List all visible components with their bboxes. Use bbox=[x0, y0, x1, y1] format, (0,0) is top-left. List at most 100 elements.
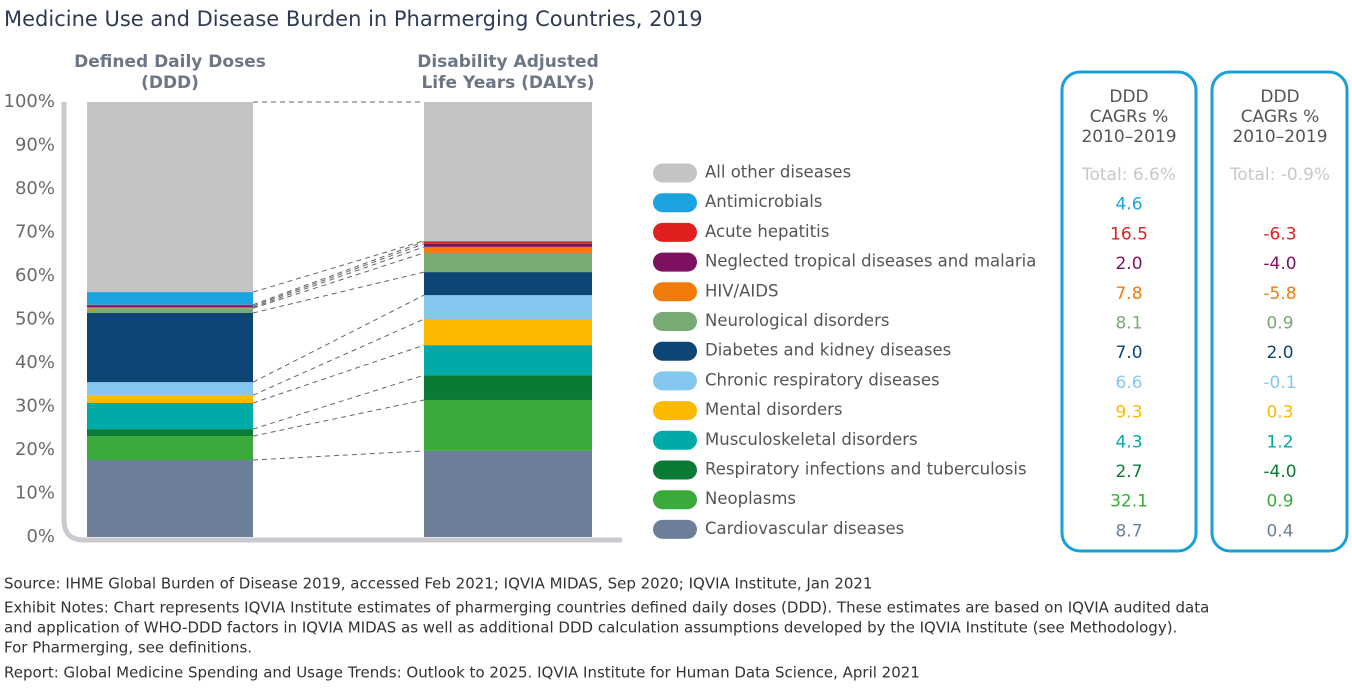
y-tick-label: 100% bbox=[4, 91, 55, 112]
y-tick-label: 80% bbox=[15, 178, 55, 199]
category-label: Defined Daily Doses (DDD) bbox=[74, 52, 266, 93]
connector bbox=[252, 318, 425, 396]
y-tick-label: 90% bbox=[15, 135, 55, 156]
legend-label: Respiratory infections and tuberculosis bbox=[705, 460, 1027, 479]
legend-swatch bbox=[653, 252, 697, 272]
legend-label: Mental disorders bbox=[705, 400, 843, 419]
table-value: 0.9 bbox=[1266, 492, 1293, 512]
legend-label: Chronic respiratory diseases bbox=[705, 370, 940, 389]
table-value: 4.6 bbox=[1115, 195, 1142, 215]
bar-segment bbox=[87, 292, 253, 305]
connector bbox=[252, 374, 425, 430]
y-tick-label: 20% bbox=[15, 439, 55, 460]
table-total: Total: 6.6% bbox=[1081, 165, 1176, 185]
legend-swatch bbox=[653, 401, 697, 421]
connector bbox=[252, 243, 425, 307]
table-value: 7.0 bbox=[1115, 343, 1142, 363]
legend-swatch bbox=[653, 312, 697, 331]
connector bbox=[252, 450, 425, 461]
table-header: DDD bbox=[1109, 87, 1148, 107]
y-tick-label: 60% bbox=[15, 265, 55, 286]
table-value: 7.8 bbox=[1115, 284, 1142, 304]
legend-swatch bbox=[653, 460, 697, 480]
legend-swatch bbox=[653, 163, 697, 183]
bar-segment bbox=[87, 429, 253, 437]
table-value: 2.0 bbox=[1266, 343, 1293, 363]
table-header: 2010–2019 bbox=[1081, 127, 1176, 147]
bar-segment bbox=[424, 252, 592, 273]
bar-segment bbox=[87, 102, 253, 293]
legend-label: Neglected tropical diseases and malaria bbox=[705, 252, 1036, 271]
y-tick-label: 0% bbox=[26, 526, 55, 547]
bar-segment bbox=[424, 399, 592, 451]
bar-segment bbox=[424, 319, 592, 346]
table-value: 2.0 bbox=[1115, 254, 1142, 274]
legend-swatch bbox=[653, 222, 697, 242]
bar-segment bbox=[424, 243, 592, 247]
bar-segment bbox=[424, 295, 592, 320]
table-value: 4.3 bbox=[1115, 432, 1142, 452]
y-tick-label: 10% bbox=[15, 483, 55, 504]
bar-segment bbox=[87, 382, 253, 396]
axis bbox=[61, 102, 622, 543]
bar-segment bbox=[424, 450, 592, 537]
table-header: CAGRs % bbox=[1090, 107, 1169, 127]
legend-label: Diabetes and kidney diseases bbox=[705, 341, 951, 360]
connector bbox=[252, 241, 425, 306]
note: and application of WHO-DDD factors in IQ… bbox=[4, 619, 1177, 637]
table-value: -4.0 bbox=[1263, 462, 1296, 482]
connector bbox=[252, 240, 425, 293]
legend-swatch bbox=[653, 430, 697, 450]
legend-label: All other diseases bbox=[705, 163, 851, 182]
category-label: Disability Adjusted Life Years (DALYs) bbox=[417, 52, 599, 93]
table-header: CAGRs % bbox=[1241, 107, 1320, 127]
table-value: -4.0 bbox=[1263, 254, 1296, 274]
chart-title: Medicine Use and Disease Burden in Pharm… bbox=[4, 7, 703, 31]
y-tick-label: 50% bbox=[15, 309, 55, 330]
legend-swatch bbox=[653, 282, 697, 302]
legend-label: Acute hepatitis bbox=[705, 222, 829, 241]
bar-segment bbox=[424, 375, 592, 400]
legend-label: Musculoskeletal disorders bbox=[705, 430, 918, 449]
y-tick-label: 30% bbox=[15, 396, 55, 417]
table-header: DDD bbox=[1260, 87, 1299, 107]
table-value: -0.1 bbox=[1263, 373, 1296, 393]
bar-segment bbox=[87, 460, 253, 537]
table-value: 2.7 bbox=[1115, 462, 1142, 482]
legend-label: Neoplasms bbox=[705, 489, 796, 508]
note: Exhibit Notes: Chart represents IQVIA In… bbox=[4, 599, 1209, 617]
table-value: 0.4 bbox=[1266, 521, 1293, 541]
connector bbox=[252, 271, 425, 314]
table-box bbox=[1060, 70, 1198, 553]
connector bbox=[252, 344, 425, 404]
legend-swatch bbox=[653, 371, 697, 391]
table-value: 1.2 bbox=[1266, 432, 1293, 452]
bar-segment bbox=[424, 345, 592, 376]
y-tick-label: 40% bbox=[15, 352, 55, 373]
table-header: 2010–2019 bbox=[1232, 127, 1327, 147]
note: For Pharmerging, see definitions. bbox=[4, 639, 252, 657]
source: Source: IHME Global Burden of Disease 20… bbox=[4, 575, 872, 593]
table-value: 16.5 bbox=[1110, 224, 1148, 244]
bar-segment bbox=[87, 312, 253, 383]
table-value: 9.3 bbox=[1115, 403, 1142, 423]
legend-swatch bbox=[653, 519, 697, 539]
legend-label: Cardiovascular diseases bbox=[705, 519, 904, 538]
table-value: 0.9 bbox=[1266, 314, 1293, 334]
table-box bbox=[1210, 70, 1349, 553]
table-value: 6.6 bbox=[1115, 373, 1142, 393]
connector bbox=[252, 399, 425, 437]
legend-label: HIV/AIDS bbox=[705, 281, 778, 300]
connector bbox=[252, 252, 425, 309]
bar-segment bbox=[424, 246, 592, 253]
legend-swatch bbox=[653, 490, 697, 510]
table-value: -6.3 bbox=[1263, 224, 1296, 244]
bar-segment bbox=[87, 403, 253, 430]
bar-segment bbox=[87, 307, 253, 309]
bar-segment bbox=[424, 272, 592, 296]
connector bbox=[252, 246, 425, 308]
connector bbox=[252, 294, 425, 383]
table-value: 8.7 bbox=[1115, 521, 1142, 541]
bar-segment bbox=[424, 102, 592, 241]
